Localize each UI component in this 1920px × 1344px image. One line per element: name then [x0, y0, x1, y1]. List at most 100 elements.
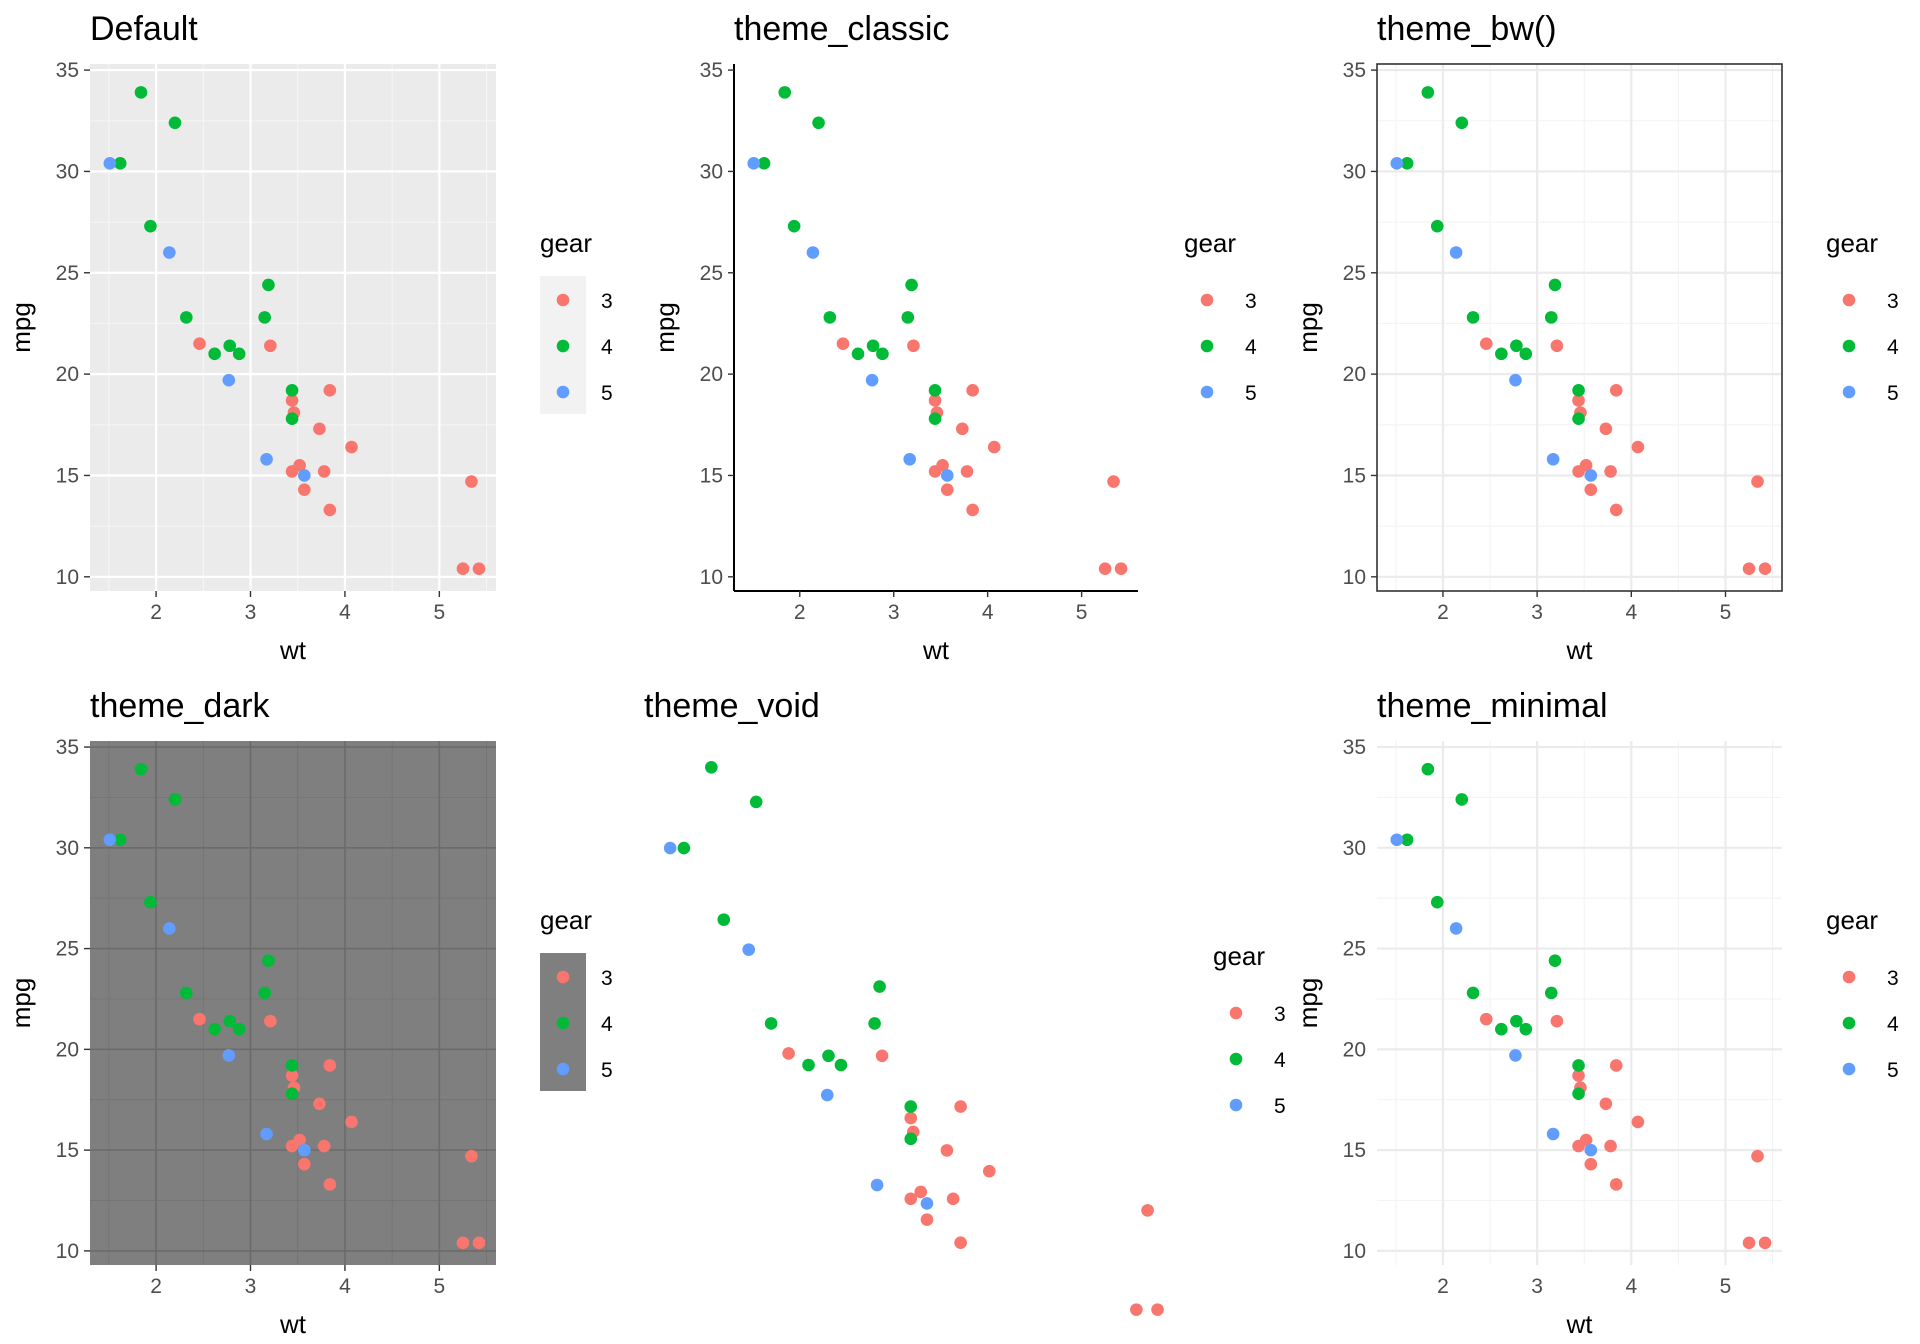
- point-gear-3: [293, 459, 306, 472]
- point-gear-5: [260, 1127, 273, 1141]
- x-tick-label: 3: [1531, 601, 1543, 624]
- point-gear-4: [1495, 1022, 1508, 1036]
- y-tick-label: 10: [56, 566, 79, 589]
- point-gear-4: [866, 339, 880, 353]
- point-gear-4: [764, 1017, 778, 1030]
- panel-dark: theme_dark 2 3 4 5 10 15 20 25 30 35 wt mpg gear 3 4 5: [6, 687, 613, 1339]
- point-gear-4: [787, 219, 801, 233]
- point-gear-3: [1141, 1204, 1154, 1217]
- legend-key-gear-5: [556, 1062, 570, 1076]
- point-gear-4: [749, 795, 763, 809]
- point-gear-5: [163, 922, 176, 935]
- point-gear-5: [870, 1178, 884, 1192]
- x-axis-title: wt: [922, 635, 950, 665]
- point-gear-4: [285, 1087, 299, 1100]
- y-tick-label: 15: [56, 1139, 79, 1162]
- y-tick-label: 35: [1343, 59, 1366, 82]
- point-gear-4: [834, 1058, 848, 1072]
- legend-label-gear-4: 4: [1274, 1049, 1286, 1072]
- point-gear-4: [1544, 311, 1558, 324]
- point-gear-4: [1510, 339, 1523, 353]
- point-gear-3: [317, 1139, 331, 1153]
- point-gear-4: [232, 347, 246, 361]
- point-gear-4: [258, 311, 271, 324]
- point-gear-3: [264, 1014, 277, 1028]
- point-gear-4: [168, 116, 182, 130]
- point-gear-3: [1584, 483, 1598, 496]
- point-gear-4: [113, 833, 127, 847]
- legend-key-gear-4: [1229, 1052, 1243, 1066]
- legend-label-gear-5: 5: [601, 1059, 613, 1082]
- panel-title: theme_classic: [734, 10, 949, 48]
- point-gear-4: [778, 86, 792, 99]
- point-gear-3: [1609, 1178, 1623, 1191]
- x-tick-label: 5: [434, 1275, 446, 1298]
- point-gear-4: [928, 384, 942, 397]
- y-tick-label: 10: [1343, 1240, 1366, 1263]
- scatter-points: [747, 86, 1128, 576]
- point-gear-3: [946, 1192, 960, 1206]
- y-axis-title: mpg: [1293, 302, 1323, 353]
- legend-key-gear-3: [556, 970, 570, 984]
- legend-label-gear-5: 5: [1245, 382, 1257, 405]
- x-tick-label: 5: [434, 601, 446, 624]
- point-gear-3: [1631, 440, 1645, 454]
- point-gear-5: [1584, 469, 1598, 482]
- point-gear-3: [456, 562, 470, 576]
- point-gear-3: [1604, 1139, 1617, 1153]
- panel-title: theme_void: [644, 687, 820, 725]
- point-gear-3: [264, 339, 277, 353]
- y-tick-label: 10: [56, 1240, 79, 1263]
- point-gear-3: [875, 1049, 889, 1063]
- point-gear-4: [1455, 116, 1469, 130]
- point-gear-3: [982, 1164, 996, 1178]
- point-gear-5: [103, 157, 117, 170]
- y-tick-label: 20: [1343, 1038, 1366, 1061]
- point-gear-3: [1751, 1149, 1764, 1163]
- x-axis-title: wt: [279, 635, 307, 665]
- point-gear-4: [1455, 793, 1469, 806]
- point-gear-5: [1509, 373, 1522, 387]
- point-gear-3: [1479, 337, 1493, 351]
- point-gear-4: [208, 1022, 221, 1036]
- legend: gear 3 4 5: [1213, 941, 1286, 1118]
- legend-label-gear-3: 3: [1887, 967, 1899, 990]
- point-gear-4: [180, 986, 193, 1000]
- legend-key-gear-4: [1842, 1016, 1856, 1030]
- point-gear-3: [1151, 1303, 1164, 1316]
- point-gear-4: [262, 278, 275, 292]
- point-gear-3: [1130, 1303, 1143, 1316]
- point-gear-5: [260, 452, 273, 466]
- point-gear-4: [134, 86, 148, 99]
- point-gear-4: [1572, 1059, 1585, 1072]
- y-tick-label: 15: [1343, 1139, 1366, 1162]
- point-gear-5: [1509, 1049, 1522, 1062]
- legend-key-gear-4: [556, 339, 570, 353]
- panel-background: [1377, 64, 1782, 591]
- point-gear-3: [966, 503, 979, 517]
- point-gear-4: [1400, 157, 1414, 170]
- point-gear-4: [757, 157, 771, 170]
- point-gear-3: [954, 1100, 967, 1113]
- point-gear-3: [298, 483, 311, 496]
- point-gear-4: [180, 311, 193, 324]
- panel-title: theme_dark: [90, 687, 271, 725]
- x-tick-label: 4: [339, 601, 351, 624]
- point-gear-3: [317, 465, 331, 478]
- point-gear-3: [904, 1111, 918, 1125]
- y-tick-label: 10: [700, 566, 723, 589]
- point-gear-3: [954, 1236, 967, 1249]
- point-gear-3: [1550, 1014, 1564, 1028]
- point-gear-3: [345, 440, 358, 454]
- legend-title: gear: [1826, 905, 1878, 935]
- point-gear-3: [960, 465, 974, 478]
- y-tick-label: 20: [56, 363, 79, 386]
- y-tick-label: 15: [56, 464, 79, 487]
- legend-label-gear-3: 3: [1274, 1003, 1286, 1026]
- legend-key-gear-4: [1200, 339, 1214, 353]
- legend-key-gear-4: [1842, 339, 1856, 353]
- point-gear-3: [465, 475, 478, 488]
- legend-key-gear-3: [1842, 293, 1856, 307]
- point-gear-5: [742, 943, 756, 956]
- point-gear-5: [663, 841, 677, 855]
